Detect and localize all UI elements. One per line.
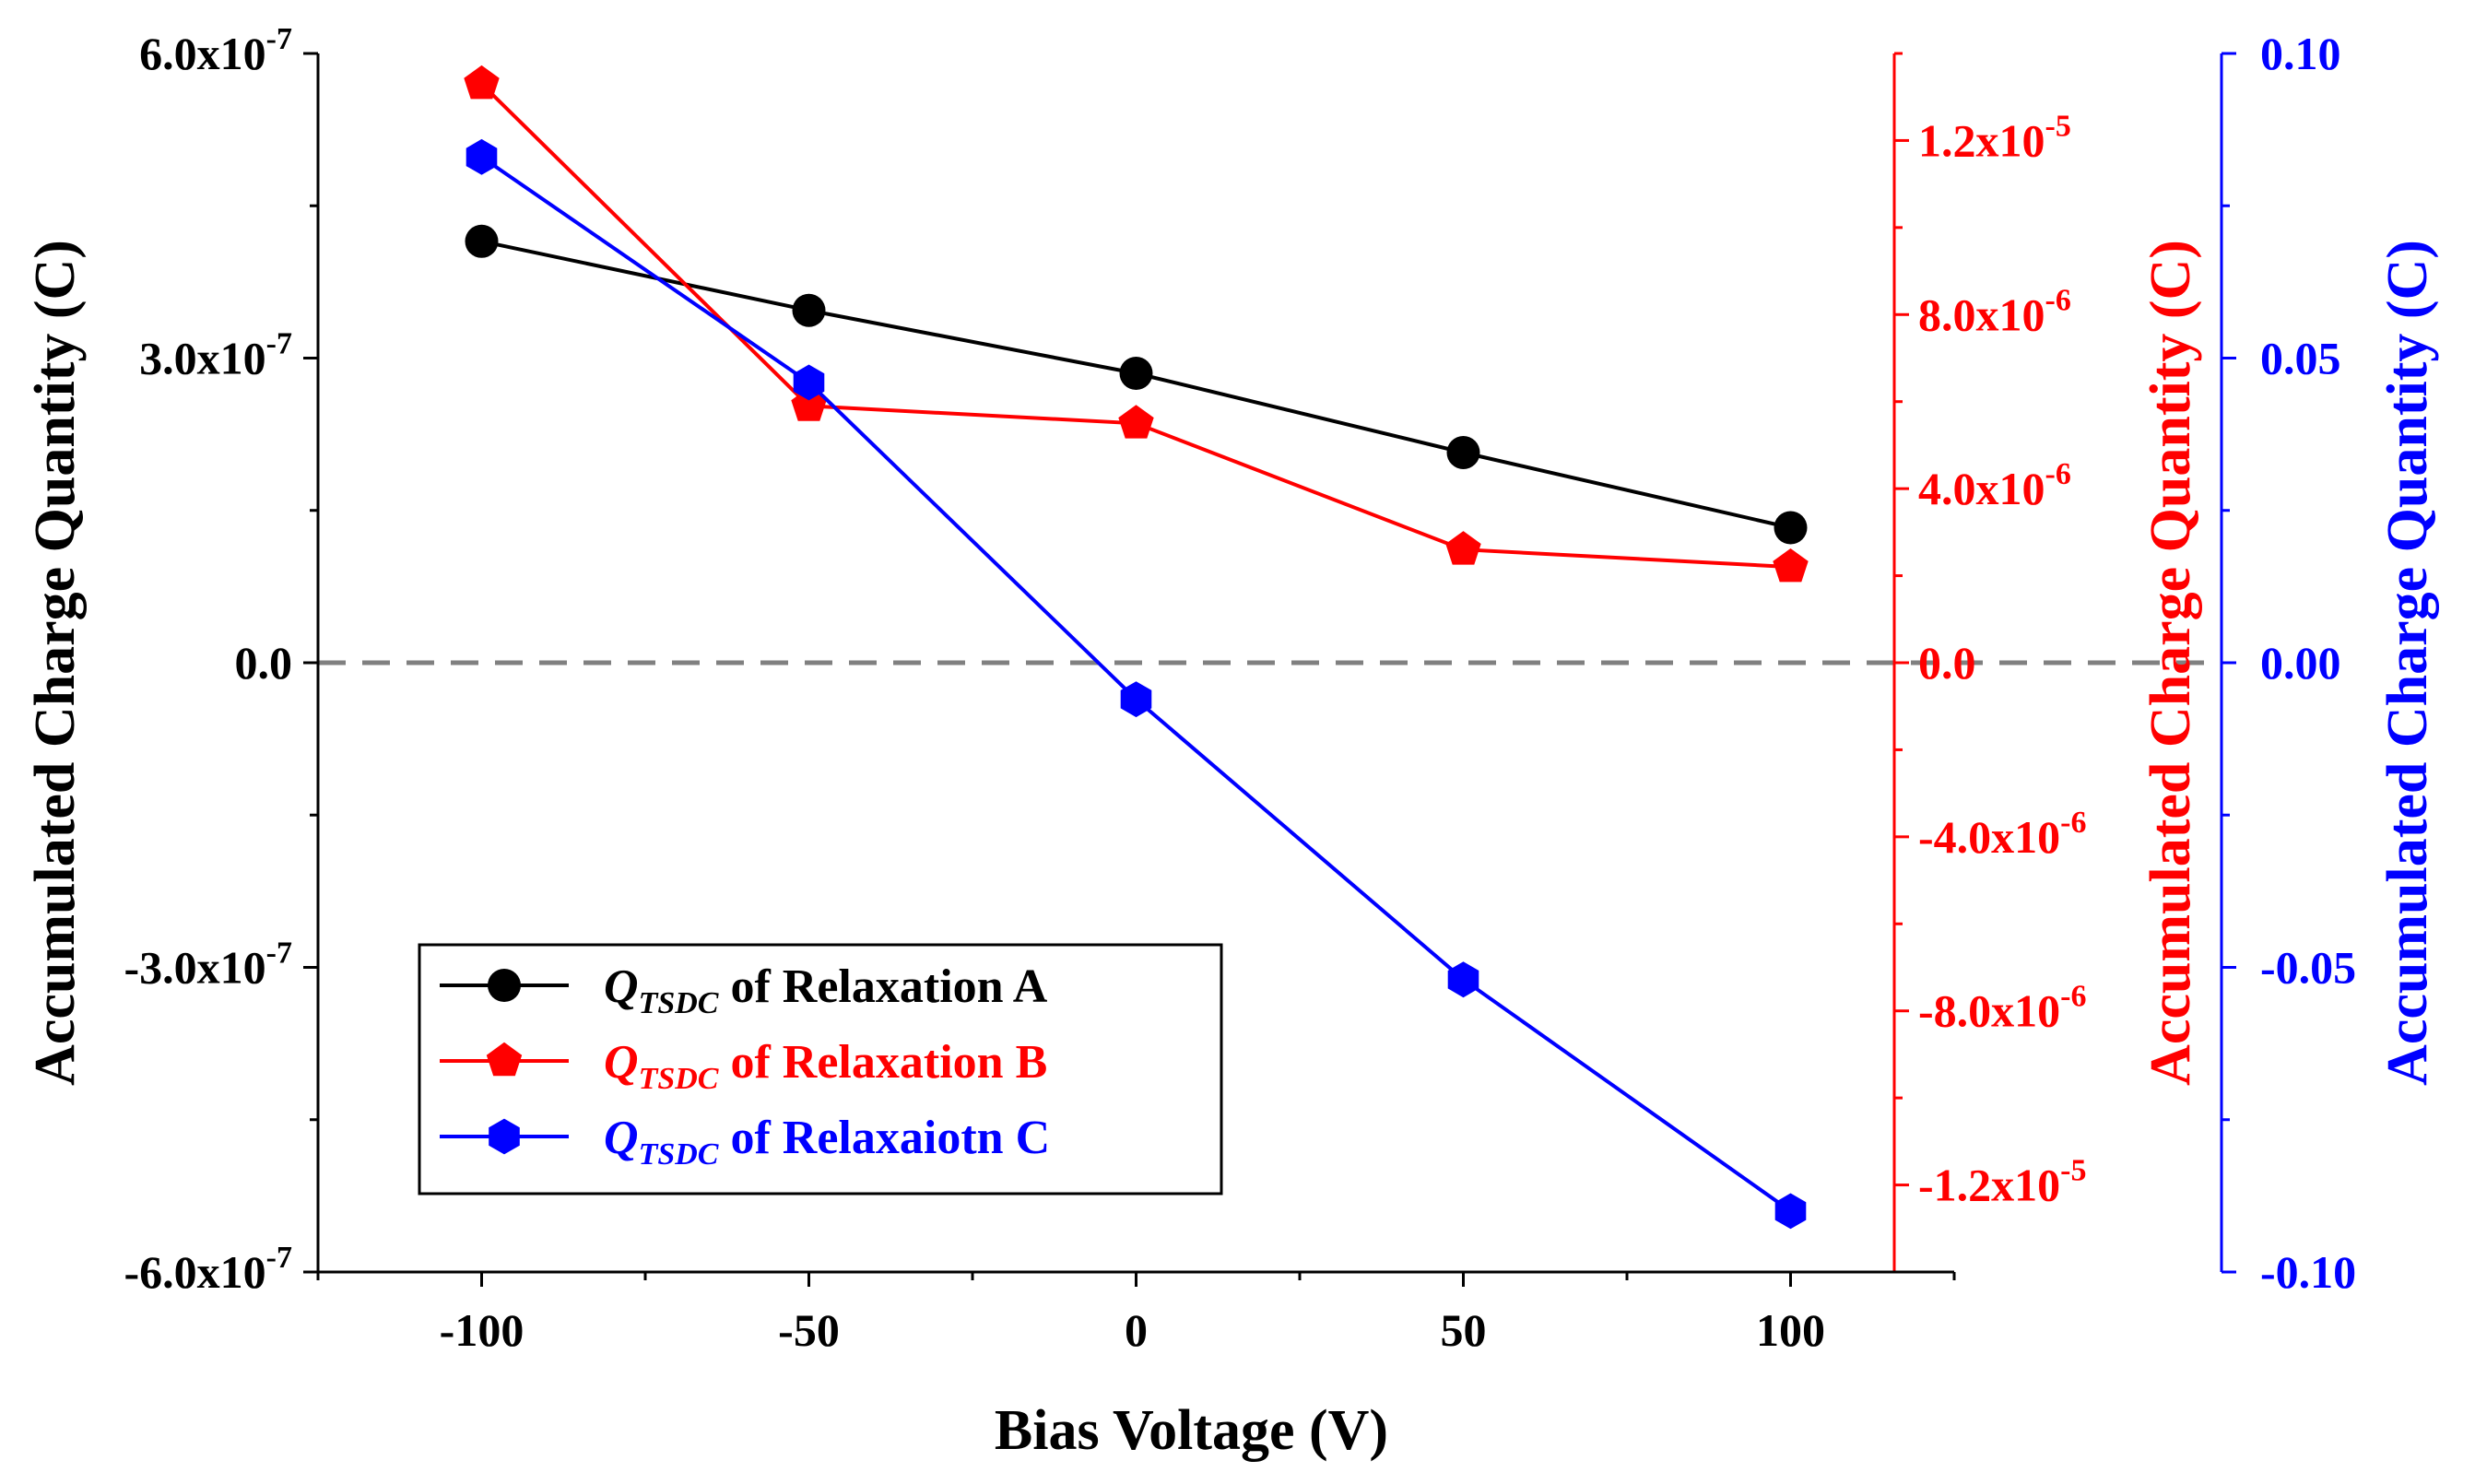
red-y-tick-label: -4.0x10-6 bbox=[1918, 806, 2086, 863]
legend-label: QTSDC of Relaxation B bbox=[604, 1036, 1047, 1096]
data-point bbox=[465, 224, 499, 258]
data-point bbox=[1774, 1193, 1807, 1230]
left-y-tick-label: -6.0x10-7 bbox=[124, 1241, 292, 1298]
data-point bbox=[791, 387, 827, 421]
data-point bbox=[1773, 548, 1809, 583]
data-point bbox=[1774, 511, 1808, 545]
plot-area bbox=[464, 65, 1809, 1230]
legend: QTSDC of Relaxation A QTSDC of Relaxation… bbox=[418, 943, 1223, 1195]
data-point bbox=[1445, 531, 1481, 565]
series-3 bbox=[466, 138, 1807, 1230]
legend-item: QTSDC of Relaxation B bbox=[440, 1036, 1047, 1096]
left-y-tick-label: 3.0x10-7 bbox=[139, 327, 292, 384]
series-1 bbox=[465, 224, 1808, 545]
series-2 bbox=[464, 65, 1809, 583]
left-y-tick-label: 0.0 bbox=[235, 637, 293, 689]
data-point bbox=[1120, 681, 1152, 718]
data-point bbox=[466, 138, 498, 175]
x-tick-label: 0 bbox=[1125, 1304, 1148, 1356]
red-y-tick-label: 0.0 bbox=[1918, 637, 1976, 689]
data-point bbox=[464, 65, 500, 100]
x-tick-label: 50 bbox=[1441, 1304, 1487, 1356]
red-y-tick-label: 8.0x10-6 bbox=[1918, 283, 2071, 340]
blue-y-axis-title: Accumulated Charge Quantity (C) bbox=[2376, 240, 2439, 1086]
legend-item: QTSDC of Relaxation A bbox=[440, 960, 1048, 1020]
x-tick-label: 100 bbox=[1756, 1304, 1825, 1356]
axes: -6.0x10-7 -3.0x10-7 0.0 3.0x10-7 6.0x10-7 Acc… bbox=[24, 22, 2439, 1462]
left-y-tick-label: 6.0x10-7 bbox=[139, 22, 292, 79]
legend-label: QTSDC of Relaxation A bbox=[604, 960, 1048, 1020]
red-y-tick-label: 4.0x10-6 bbox=[1918, 457, 2071, 514]
blue-y-tick-label: 0.00 bbox=[2260, 637, 2341, 689]
legend-marker bbox=[489, 1118, 520, 1155]
left-y-axis-title: Accumulated Charge Quantity (C) bbox=[24, 240, 87, 1086]
red-y-tick-label: -8.0x10-6 bbox=[1918, 980, 2086, 1037]
blue-y-tick-label: -0.10 bbox=[2260, 1246, 2356, 1298]
legend-item: QTSDC of Relaxaiotn C bbox=[440, 1112, 1050, 1172]
red-y-axis-title: Accumulated Charge Quantity (C) bbox=[2139, 240, 2202, 1086]
x-axis-title: Bias Voltage (V) bbox=[995, 1399, 1388, 1462]
data-point bbox=[1446, 435, 1480, 469]
data-point bbox=[792, 293, 826, 327]
legend-marker bbox=[488, 969, 521, 1002]
legend-marker bbox=[486, 1042, 523, 1077]
series-line bbox=[480, 82, 1791, 570]
blue-y-tick-label: 0.05 bbox=[2260, 333, 2341, 384]
red-y-tick-label: -1.2x10-5 bbox=[1918, 1154, 2086, 1211]
blue-y-tick-label: -0.05 bbox=[2260, 942, 2356, 994]
left-y-tick-label: -3.0x10-7 bbox=[124, 936, 292, 994]
x-tick-label: -50 bbox=[778, 1304, 840, 1356]
data-point bbox=[1118, 405, 1154, 439]
x-tick-label: -100 bbox=[440, 1304, 524, 1356]
data-point bbox=[1119, 357, 1153, 391]
blue-y-tick-label: 0.10 bbox=[2260, 28, 2341, 79]
data-point bbox=[1447, 961, 1479, 998]
red-y-tick-label: 1.2x10-5 bbox=[1918, 109, 2071, 166]
legend-label: QTSDC of Relaxaiotn C bbox=[604, 1112, 1050, 1172]
data-point bbox=[793, 364, 825, 401]
